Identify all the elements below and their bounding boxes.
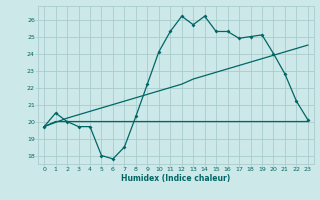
X-axis label: Humidex (Indice chaleur): Humidex (Indice chaleur) (121, 174, 231, 183)
